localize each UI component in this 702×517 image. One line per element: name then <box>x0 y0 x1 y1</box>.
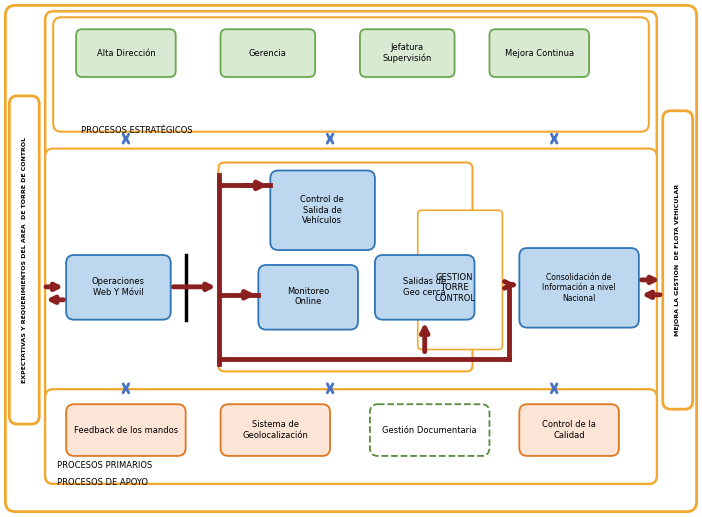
Text: MEJORA LA GESTION  DE FLOTA VEHICULAR: MEJORA LA GESTION DE FLOTA VEHICULAR <box>675 184 680 336</box>
Text: Operaciones
Web Y Móvil: Operaciones Web Y Móvil <box>91 277 145 297</box>
FancyBboxPatch shape <box>258 265 358 330</box>
FancyBboxPatch shape <box>489 29 589 77</box>
Text: Control de la
Calidad: Control de la Calidad <box>542 420 596 440</box>
Text: PROCESOS DE APOYO: PROCESOS DE APOYO <box>57 478 148 487</box>
FancyBboxPatch shape <box>6 5 696 512</box>
FancyBboxPatch shape <box>220 29 315 77</box>
Text: PROCESOS PRIMARIOS: PROCESOS PRIMARIOS <box>57 461 152 470</box>
FancyBboxPatch shape <box>519 404 619 456</box>
FancyBboxPatch shape <box>45 389 657 479</box>
FancyBboxPatch shape <box>270 171 375 250</box>
Text: Gerencia: Gerencia <box>249 49 287 57</box>
FancyBboxPatch shape <box>360 29 455 77</box>
Text: PROCESOS ESTRATÉGICOS: PROCESOS ESTRATÉGICOS <box>81 126 192 135</box>
Text: GESTION
TORRE
CONTROL: GESTION TORRE CONTROL <box>434 273 475 303</box>
FancyBboxPatch shape <box>370 404 489 456</box>
Text: Mejora Continua: Mejora Continua <box>505 49 574 57</box>
FancyBboxPatch shape <box>375 255 475 320</box>
FancyBboxPatch shape <box>663 111 693 409</box>
FancyBboxPatch shape <box>66 255 171 320</box>
Text: Jefatura
Supervisión: Jefatura Supervisión <box>383 43 432 63</box>
Text: Salidas de
Geo cerca: Salidas de Geo cerca <box>403 277 446 297</box>
Text: Monitoreo
Online: Monitoreo Online <box>287 287 329 307</box>
FancyBboxPatch shape <box>45 148 657 467</box>
FancyBboxPatch shape <box>45 11 657 484</box>
Text: Sistema de
Geolocalización: Sistema de Geolocalización <box>242 420 308 440</box>
FancyBboxPatch shape <box>220 404 330 456</box>
FancyBboxPatch shape <box>418 210 503 349</box>
Text: Gestión Documentaria: Gestión Documentaria <box>383 425 477 435</box>
Text: Control de
Salida de
Vehículos: Control de Salida de Vehículos <box>300 195 344 225</box>
FancyBboxPatch shape <box>519 248 639 328</box>
Text: Feedback de los mandos: Feedback de los mandos <box>74 425 178 435</box>
Text: EXPECTATIVAS Y REQUERIMIENTOS DEL AREA  DE TORRE DE CONTROL: EXPECTATIVAS Y REQUERIMIENTOS DEL AREA D… <box>22 137 27 383</box>
FancyBboxPatch shape <box>218 162 472 371</box>
FancyBboxPatch shape <box>66 404 185 456</box>
FancyBboxPatch shape <box>76 29 176 77</box>
FancyBboxPatch shape <box>45 389 657 484</box>
FancyBboxPatch shape <box>53 17 649 132</box>
Text: Consolidación de
Información a nivel
Nacional: Consolidación de Información a nivel Nac… <box>542 273 616 303</box>
Text: Alta Dirección: Alta Dirección <box>96 49 155 57</box>
FancyBboxPatch shape <box>9 96 39 424</box>
